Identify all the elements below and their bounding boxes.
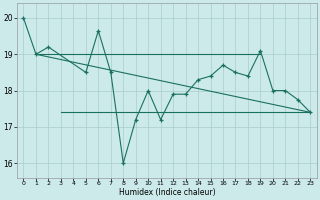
X-axis label: Humidex (Indice chaleur): Humidex (Indice chaleur) (119, 188, 215, 197)
